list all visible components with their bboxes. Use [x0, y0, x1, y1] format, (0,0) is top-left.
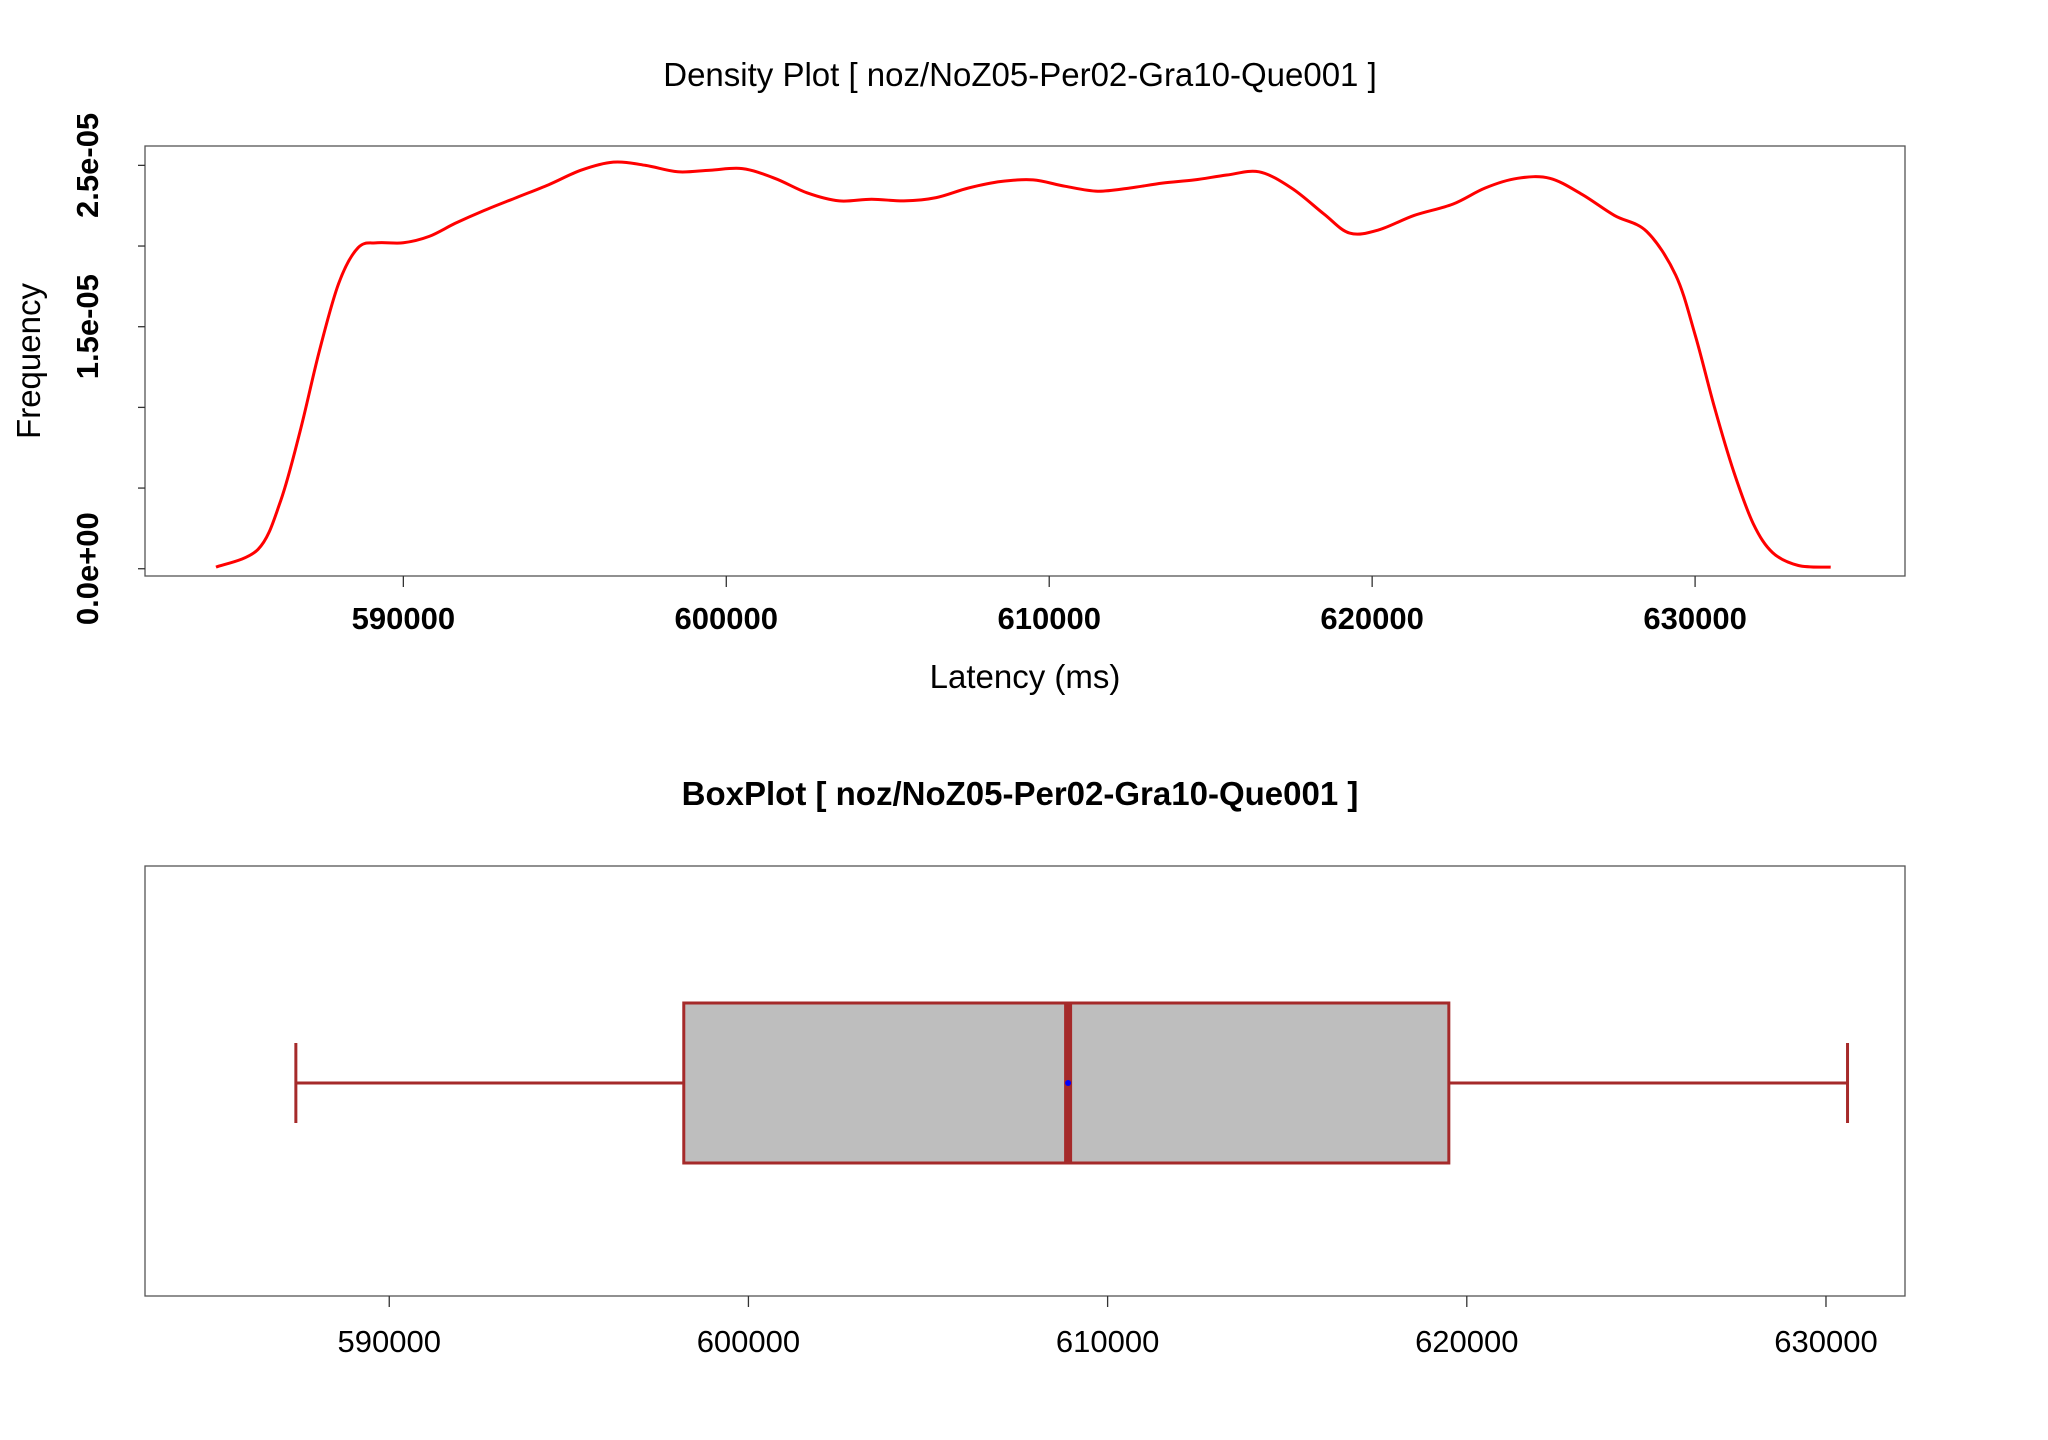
density-line — [215, 160, 1831, 569]
boxplot-title: BoxPlot [ noz/NoZ05-Per02-Gra10-Que001 ] — [682, 775, 1359, 812]
mean-point — [1065, 1080, 1072, 1086]
density-x-axis: 590000 600000 610000 620000 630000 — [352, 576, 1747, 636]
density-x-axis-label: Latency (ms) — [930, 658, 1121, 695]
density-y-axis-label: Frequency — [10, 283, 47, 439]
boxplot-frame — [144, 865, 1906, 1297]
boxplot-elements — [294, 1001, 1850, 1165]
density-y-axis: 0.0e+00 1.5e-05 2.5e-05 — [70, 113, 145, 625]
boxplot-x-tick-label: 600000 — [697, 1324, 800, 1359]
density-x-tick-label: 610000 — [997, 601, 1100, 636]
density-x-tick-label: 620000 — [1320, 601, 1423, 636]
density-plot: Density Plot [ noz/NoZ05-Per02-Gra10-Que… — [10, 56, 1906, 695]
boxplot-x-tick-label: 590000 — [338, 1324, 441, 1359]
density-x-tick-label: 630000 — [1643, 601, 1746, 636]
density-title: Density Plot [ noz/NoZ05-Per02-Gra10-Que… — [663, 56, 1377, 93]
boxplot-x-axis: 590000 600000 610000 620000 630000 — [338, 1296, 1878, 1359]
density-y-tick-label: 2.5e-05 — [70, 113, 105, 218]
boxplot-x-tick-label: 610000 — [1056, 1324, 1159, 1359]
boxplot-x-tick-label: 630000 — [1774, 1324, 1877, 1359]
density-x-tick-label: 600000 — [675, 601, 778, 636]
density-x-tick-label: 590000 — [352, 601, 455, 636]
density-plot-frame — [144, 145, 1906, 577]
density-y-tick-label: 1.5e-05 — [70, 274, 105, 379]
box-plot: BoxPlot [ noz/NoZ05-Per02-Gra10-Que001 ]… — [144, 775, 1906, 1359]
density-y-tick-label: 0.0e+00 — [70, 512, 105, 625]
boxplot-x-tick-label: 620000 — [1415, 1324, 1518, 1359]
